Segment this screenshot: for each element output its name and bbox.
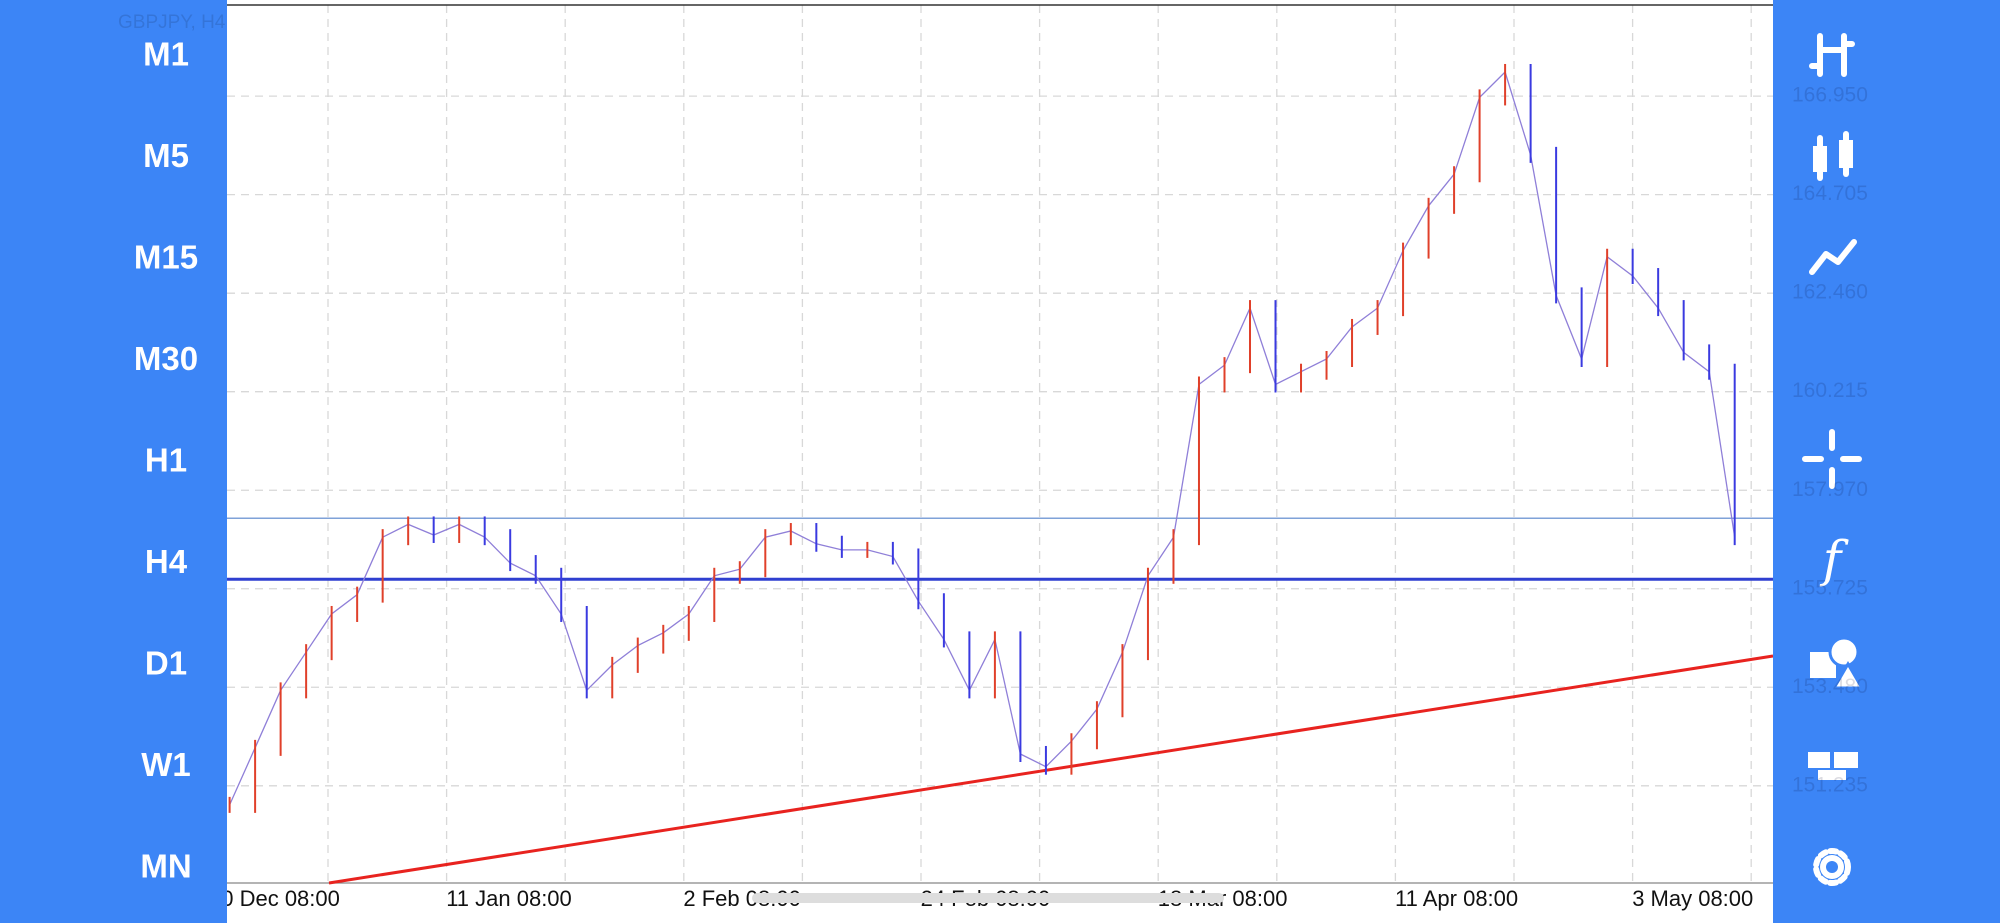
timeframe-button[interactable]: H4 bbox=[145, 543, 188, 580]
windows-icon[interactable] bbox=[1808, 752, 1858, 780]
x-tick-label: 3 May 08:00 bbox=[1632, 886, 1753, 911]
timeframe-button[interactable]: D1 bbox=[145, 645, 187, 682]
crosshair-icon[interactable] bbox=[1802, 429, 1862, 489]
y-tick-label: 164.705 bbox=[1792, 182, 1868, 205]
bar-chart-icon[interactable] bbox=[1809, 33, 1855, 77]
timeframe-button[interactable]: MN bbox=[140, 848, 191, 885]
timeframe-button[interactable]: M1 bbox=[143, 36, 189, 73]
x-tick-label: 11 Apr 08:00 bbox=[1395, 886, 1518, 911]
y-tick-label: 162.460 bbox=[1792, 281, 1868, 304]
timeframe-button[interactable]: M30 bbox=[134, 340, 198, 377]
symbol-label: GBPJPY, H4 bbox=[118, 12, 226, 33]
candle-icon[interactable] bbox=[1813, 131, 1853, 181]
scrollbar bbox=[752, 893, 1224, 903]
timeframe-button[interactable]: M5 bbox=[143, 137, 189, 174]
y-tick-label: 157.970 bbox=[1792, 478, 1868, 501]
price-path bbox=[229, 70, 1736, 806]
timeframe-button[interactable]: W1 bbox=[141, 746, 191, 783]
trend-line bbox=[328, 654, 1774, 885]
timeframe-button[interactable]: H1 bbox=[145, 442, 187, 479]
y-tick-label: 160.215 bbox=[1792, 379, 1868, 402]
settings-icon[interactable] bbox=[1813, 848, 1851, 886]
timeframe-button[interactable]: M15 bbox=[134, 239, 198, 276]
timeframe-panel bbox=[0, 0, 227, 923]
y-tick-label: 166.950 bbox=[1792, 84, 1868, 107]
x-tick-label: 20 Dec 08:00 bbox=[209, 886, 340, 911]
y-tick-label: 155.725 bbox=[1792, 576, 1868, 599]
y-tick-label: 153.480 bbox=[1792, 675, 1868, 698]
objects-icon[interactable] bbox=[1810, 636, 1865, 690]
line-chart-icon[interactable] bbox=[1809, 239, 1857, 275]
y-tick-label: 151.235 bbox=[1792, 773, 1868, 796]
x-tick-label: 11 Jan 08:00 bbox=[446, 886, 572, 911]
